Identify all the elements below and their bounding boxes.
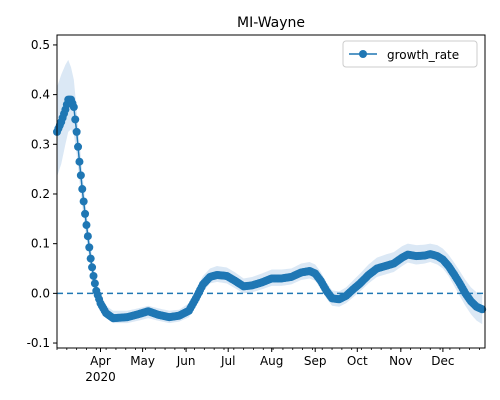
x-tick-label: Jun — [176, 354, 196, 368]
x-tick-label: Aug — [260, 354, 283, 368]
data-point — [90, 279, 99, 288]
data-point — [86, 254, 95, 263]
data-point — [78, 185, 87, 194]
plot-frame — [56, 34, 486, 349]
data-point — [85, 243, 94, 252]
legend: growth_rate — [342, 40, 478, 68]
x-tick-sublabel: 2020 — [85, 370, 116, 384]
data-point — [81, 209, 90, 218]
data-point — [89, 271, 98, 280]
x-axis: Apr 2020 May Jun Jul Aug Sep Oct Nov Dec — [56, 348, 480, 384]
x-tick-label: Dec — [431, 354, 454, 368]
y-tick-label: 0.2 — [31, 187, 50, 201]
y-tick-label: 0.5 — [31, 38, 50, 52]
legend-box — [342, 40, 478, 68]
series-marker-layer — [53, 95, 487, 323]
data-point — [478, 305, 487, 314]
x-tick-label: Oct — [347, 354, 368, 368]
data-point — [83, 232, 92, 241]
data-point — [72, 127, 81, 136]
legend-marker-swatch — [359, 50, 367, 58]
legend-label-growth-rate: growth_rate — [387, 48, 459, 62]
x-tick-label: Nov — [389, 354, 412, 368]
data-point — [71, 115, 80, 124]
y-axis: -0.1 0.0 0.1 0.2 0.3 0.4 0.5 — [27, 38, 57, 350]
data-point — [76, 171, 85, 180]
chart-title: MI-Wayne — [237, 15, 305, 31]
data-point — [82, 221, 91, 230]
x-tick-label: May — [130, 354, 155, 368]
y-tick-label: 0.1 — [31, 237, 50, 251]
y-tick-label: -0.1 — [27, 336, 50, 350]
x-tick-label: Apr — [90, 354, 111, 368]
data-point — [79, 197, 88, 206]
x-tick-label: Sep — [304, 354, 327, 368]
y-tick-label: 0.3 — [31, 137, 50, 151]
x-tick-label: Jul — [220, 354, 235, 368]
data-point — [75, 157, 84, 166]
data-point — [74, 142, 83, 151]
data-point — [69, 103, 78, 112]
data-point — [88, 263, 97, 272]
y-tick-label: 0.4 — [31, 88, 50, 102]
y-tick-label: 0.0 — [31, 286, 50, 300]
